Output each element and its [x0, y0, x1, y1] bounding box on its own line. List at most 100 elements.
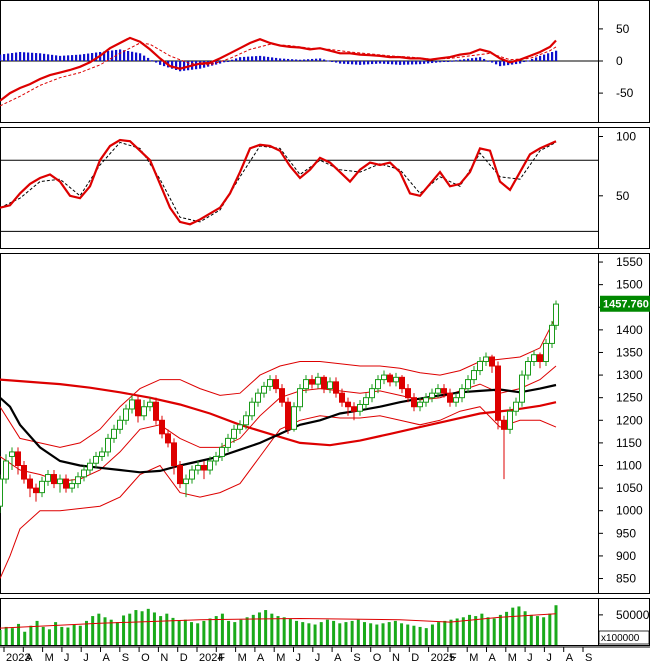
candle-body: [213, 455, 219, 462]
candle-body: [63, 478, 69, 489]
macd-histogram-bar: [503, 61, 506, 66]
volume-bar: [486, 617, 490, 645]
macd-histogram-bar: [139, 53, 142, 61]
volume-bar: [159, 616, 163, 645]
candle-body: [189, 469, 195, 480]
macd-histogram-bar: [351, 61, 354, 65]
last-price-badge: [600, 295, 650, 312]
candle-body: [135, 399, 141, 417]
candle-body: [405, 388, 411, 399]
candle-body: [357, 403, 363, 412]
volume-bar: [264, 610, 268, 645]
candle-body: [459, 388, 465, 399]
volume-bar: [307, 623, 311, 645]
x-tick-label: M: [508, 652, 517, 664]
volume-bar: [332, 620, 336, 645]
macd-histogram-bar: [371, 61, 374, 65]
macd-histogram-bar: [0, 54, 2, 61]
candle-body: [525, 361, 531, 376]
candle-body: [15, 451, 21, 466]
candle-body: [219, 446, 225, 457]
macd-histogram-bar: [211, 61, 214, 66]
candle-body: [483, 356, 489, 363]
volume-bar: [313, 624, 317, 645]
candle-body: [45, 474, 51, 482]
macd-histogram-bar: [343, 61, 346, 64]
macd-histogram-bar: [235, 58, 238, 61]
candle-body: [9, 451, 15, 457]
x-tick-label: A: [25, 652, 33, 664]
volume-bar: [245, 617, 249, 645]
macd-histogram-bar: [119, 49, 122, 61]
x-tick-label: J: [315, 652, 321, 664]
volume-bar: [276, 616, 280, 645]
candle-body: [447, 392, 453, 403]
macd-histogram-bar: [463, 59, 466, 61]
volume-bar: [443, 620, 447, 645]
last-price-label: 1457.760: [603, 299, 649, 311]
candle-body: [363, 397, 369, 405]
candle-body: [417, 401, 423, 408]
candle-body: [423, 397, 429, 403]
volume-bar: [492, 618, 496, 645]
candle-body: [123, 408, 129, 421]
volume-bar: [387, 622, 391, 645]
volume-bar: [251, 614, 255, 645]
macd-histogram-bar: [411, 61, 414, 65]
candle-body: [477, 361, 483, 372]
volume-bar: [369, 623, 373, 645]
volume-bar: [542, 617, 546, 645]
candle-body: [153, 401, 159, 421]
macd-histogram-bar: [479, 57, 482, 61]
macd-histogram-bar: [347, 61, 350, 65]
candle-body: [345, 401, 351, 408]
volume-bar: [84, 620, 88, 645]
x-tick-label: F: [450, 652, 457, 664]
candle-body: [225, 437, 231, 448]
macd-histogram-bar: [227, 61, 230, 62]
macd-histogram-bar: [299, 59, 302, 61]
candle-body: [93, 455, 99, 464]
candle-body: [231, 428, 237, 439]
macd-histogram-bar: [155, 61, 158, 63]
x-tick-label: 2025: [431, 652, 455, 664]
macd-histogram-bar: [27, 52, 30, 61]
macd-histogram-bar: [263, 56, 266, 61]
macd-histogram-bar: [291, 59, 294, 61]
macd-histogram-bar: [275, 57, 278, 61]
macd-histogram-bar: [199, 61, 202, 69]
volume-bar: [282, 617, 286, 645]
volume-bar: [529, 614, 533, 645]
macd-histogram-bar: [383, 61, 386, 64]
candle-body: [21, 465, 27, 480]
candle-body: [309, 379, 315, 385]
macd-histogram-bar: [531, 58, 534, 61]
y-tick-label: 100: [616, 129, 636, 143]
candle-body: [537, 354, 543, 363]
macd-histogram-bar: [311, 58, 314, 61]
candle-body: [171, 442, 177, 466]
macd-histogram-bar: [543, 54, 546, 61]
volume-bar: [41, 626, 45, 645]
volume-bar: [295, 620, 299, 645]
volume-bar: [325, 619, 329, 645]
macd-histogram-bar: [259, 55, 262, 61]
volume-bar: [356, 619, 360, 645]
y-tick-label: 900: [616, 549, 636, 563]
volume-bar: [91, 616, 95, 645]
volume-bar: [35, 620, 39, 645]
candle-body: [3, 460, 9, 480]
macd-histogram-bar: [7, 53, 10, 61]
candle-body: [0, 478, 3, 507]
volume-bar: [208, 618, 212, 645]
macd-histogram-bar: [507, 61, 510, 66]
macd-histogram-bar: [75, 54, 78, 61]
macd-histogram-bar: [251, 56, 254, 61]
x-tick-label: M: [276, 652, 285, 664]
macd-histogram-bar: [219, 61, 222, 64]
macd-histogram-bar: [339, 61, 342, 64]
macd-histogram-bar: [547, 53, 550, 61]
volume-bar: [47, 629, 51, 645]
macd-histogram-bar: [407, 61, 410, 65]
volume-bar: [23, 631, 27, 645]
